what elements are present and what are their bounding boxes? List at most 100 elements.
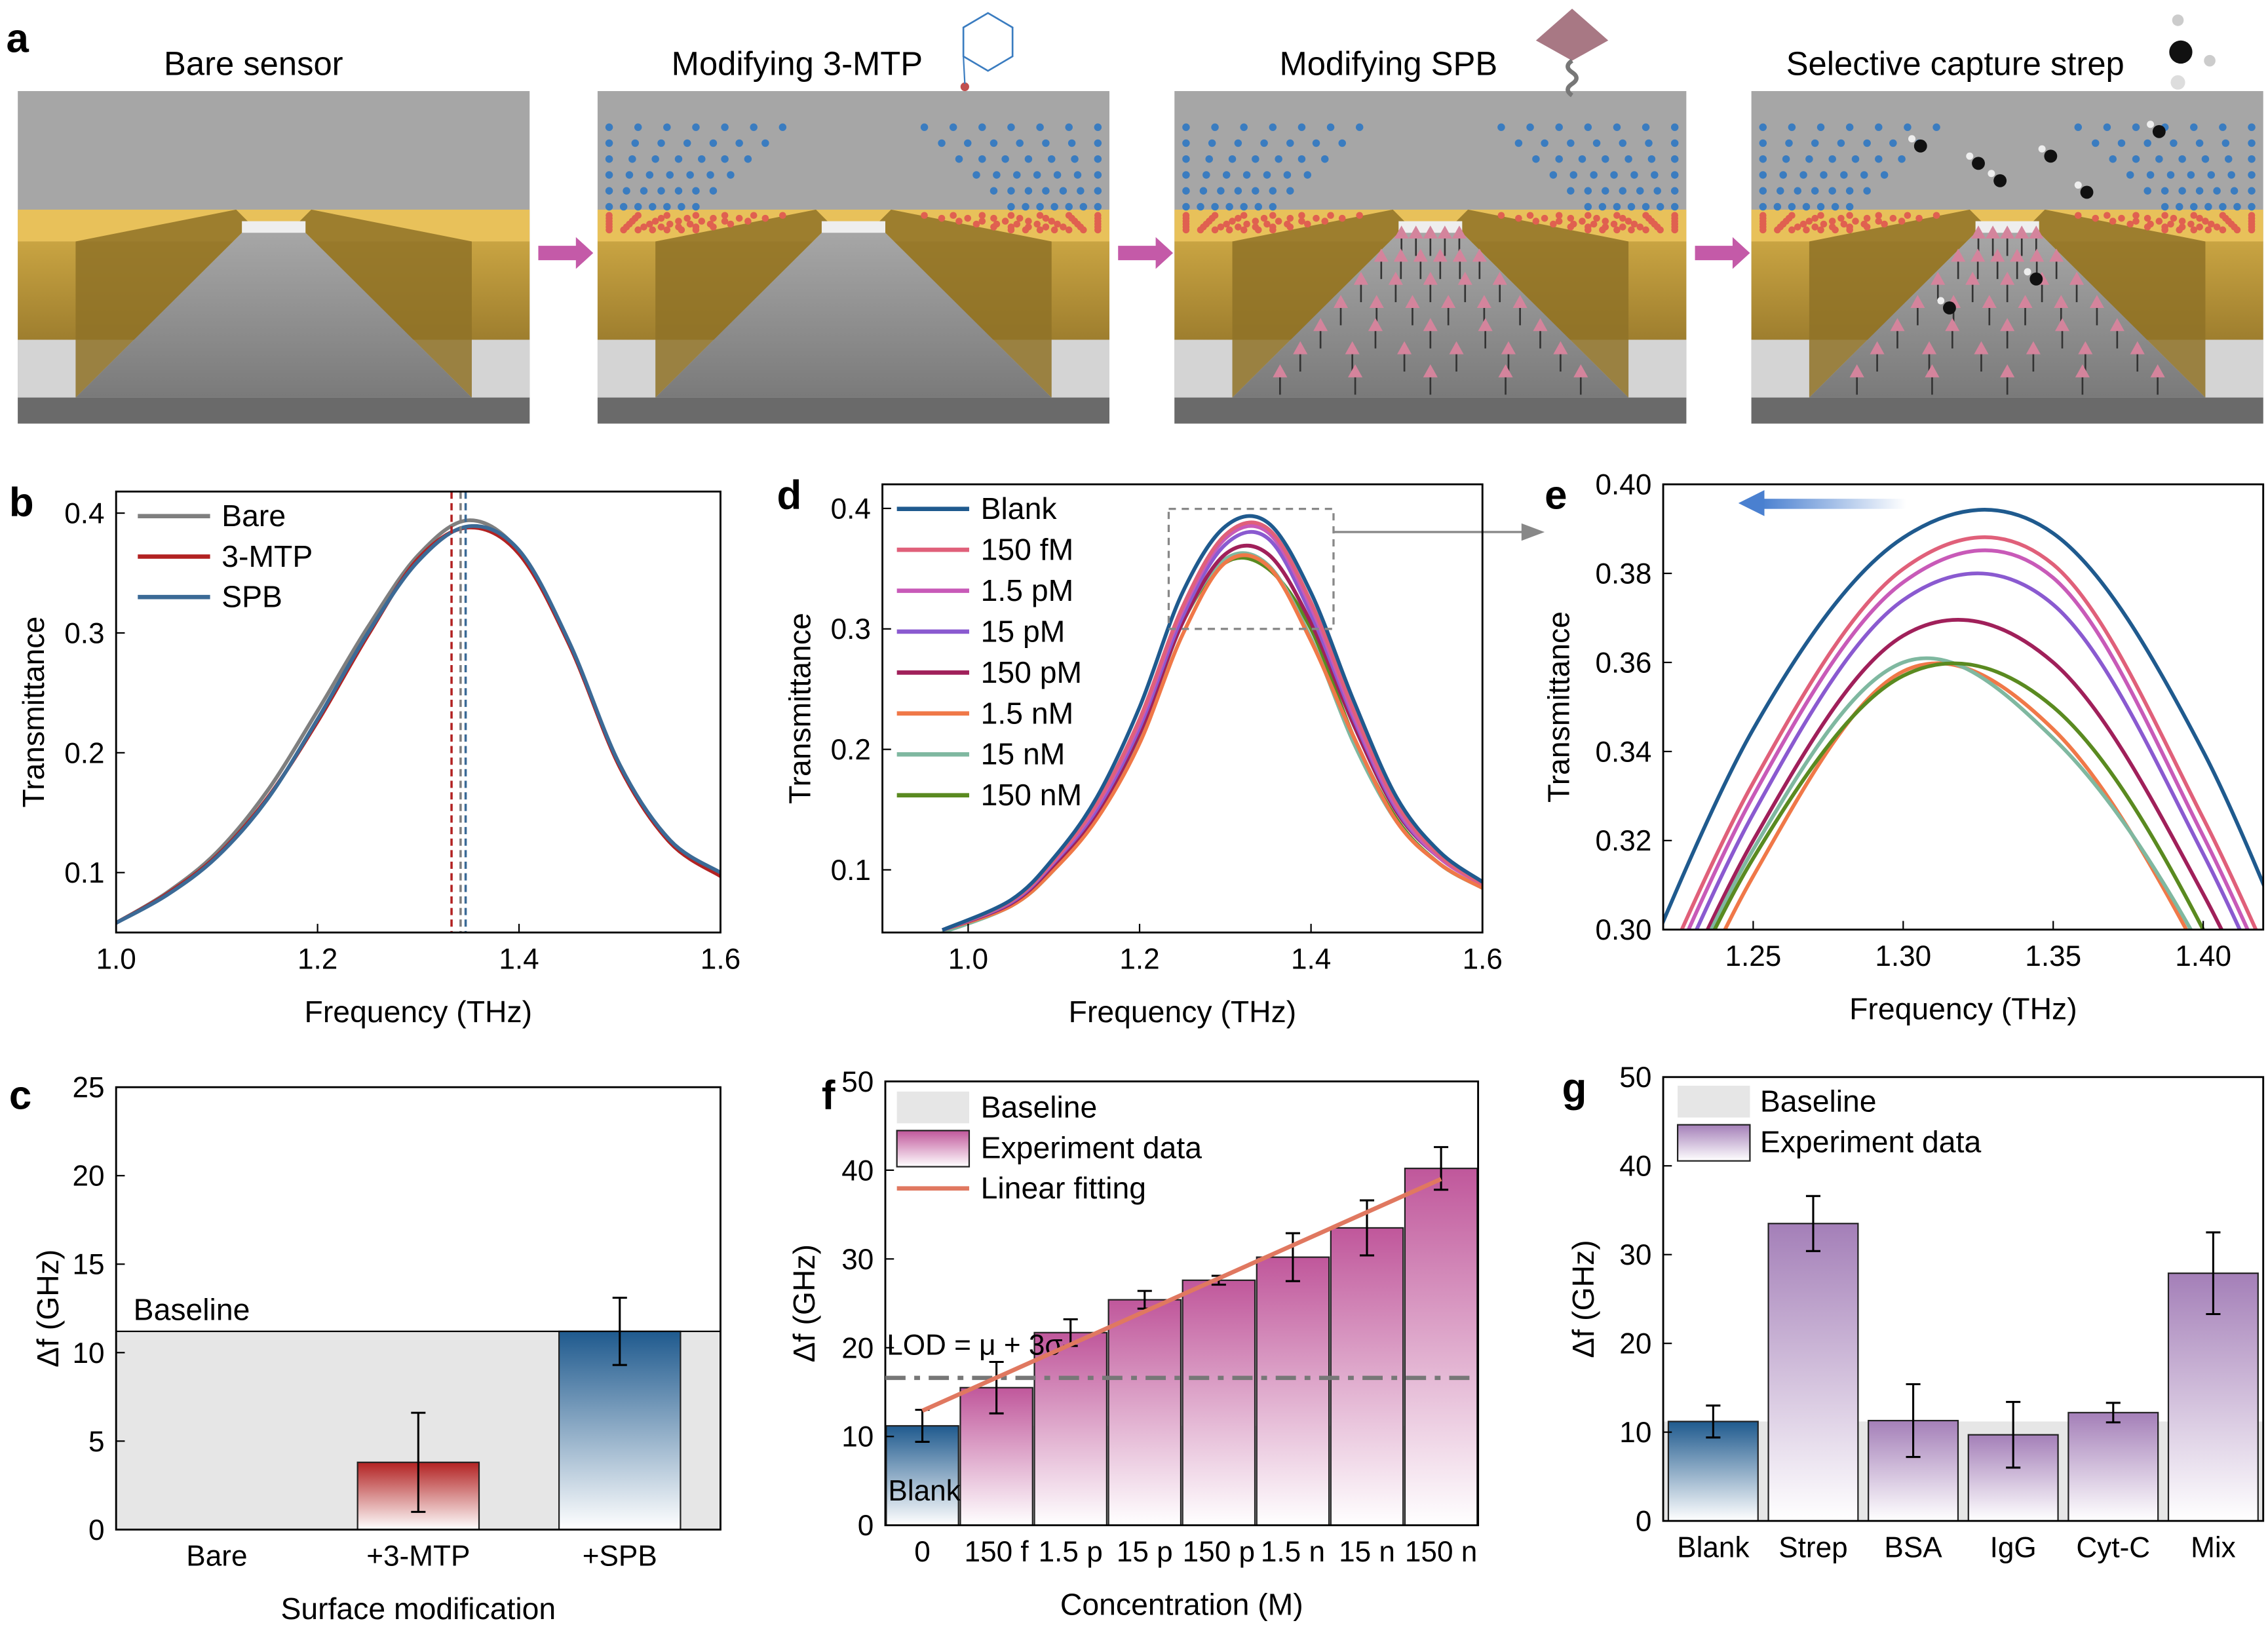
thiol-group (2204, 226, 2212, 234)
spb-probe (2029, 248, 2045, 262)
thiol-group (640, 223, 647, 231)
mtp-molecule (1263, 171, 1271, 179)
spb-probe (2069, 271, 2085, 285)
mtp-molecule (1670, 202, 1679, 211)
mtp-molecule (1047, 155, 1056, 163)
chart-panel-e: 0.30 0.32 0.34 0.36 0.38 0.40 1.25 1.30 1.35 1.40… (1542, 469, 2265, 1026)
mtp-molecule (1260, 139, 1268, 147)
thiol-group (1555, 212, 1563, 220)
y-tick-label: 0.1 (64, 857, 104, 889)
spb-probe (1945, 318, 1960, 332)
mtp-molecule (1613, 123, 1621, 131)
mtp-molecule (1759, 139, 1767, 147)
thiol-group (1515, 214, 1522, 222)
bar-Strep (1767, 1223, 1859, 1522)
mtp-molecule (1619, 139, 1627, 147)
bar-150 n (1404, 1168, 1478, 1526)
atom-icon (2172, 14, 2184, 26)
spb-probe (1492, 271, 1507, 285)
mtp-molecule (2204, 202, 2212, 211)
spb-probe (1910, 295, 1925, 308)
thiol-group (1803, 226, 1810, 234)
thiol-group (657, 223, 665, 231)
thiol-group (921, 212, 928, 220)
mtp-molecule (1182, 171, 1190, 179)
spb-probe (1533, 318, 1548, 332)
mtp-molecule (1228, 155, 1237, 163)
thiol-group (663, 226, 671, 234)
step-arrow-icon (1695, 237, 1750, 269)
thiol-group (710, 223, 717, 231)
mtp-molecule (1759, 123, 1767, 131)
thiol-group (2126, 220, 2134, 228)
panel-a-schematic: a Bare sensor Modifying 3-MTP Modifying … (7, 9, 2263, 424)
mtp-molecule (1584, 202, 1592, 211)
thiol-group (1788, 226, 1796, 234)
thiol-group (1356, 212, 1363, 220)
strep-molecule (2080, 185, 2094, 199)
mtp-molecule (1773, 202, 1782, 211)
x-category-label: Cyt-C (2076, 1531, 2150, 1563)
mtp-molecule (721, 155, 729, 163)
mtp-molecule (625, 171, 634, 179)
y-axis-label: Transmittance (16, 617, 50, 808)
mtp-molecule (1549, 171, 1558, 179)
x-category-label: Blank (1677, 1531, 1750, 1563)
thiol-group (1840, 220, 1848, 228)
mtp-molecule (1252, 187, 1259, 195)
mtp-molecule (683, 139, 691, 147)
thiol-group (727, 220, 735, 228)
thiol-group (1837, 214, 1845, 222)
mtp-molecule (1670, 123, 1679, 131)
trench-floor (75, 223, 472, 398)
mtp-molecule (1794, 187, 1801, 195)
spb-probe (2029, 225, 2044, 239)
mtp-molecule (1845, 123, 1854, 131)
thiol-group (1217, 223, 1225, 231)
step-title-strep: Selective capture strep (1786, 45, 2124, 83)
y-tick-label: 0 (858, 1510, 874, 1542)
spb-probe (1970, 248, 1986, 262)
mtp-molecule (727, 171, 735, 179)
mtp-molecule (1269, 187, 1277, 195)
spb-probe (1348, 364, 1363, 377)
spb-probe (1870, 341, 1885, 354)
y-tick-label: 30 (841, 1244, 874, 1276)
plot-frame (1662, 483, 2265, 931)
thiol-group (1240, 212, 1248, 220)
mtp-molecule (1197, 202, 1204, 211)
baseline-band (1663, 1421, 2263, 1521)
mtp-molecule (1805, 155, 1813, 163)
shift-arrow-shaft (1761, 499, 1906, 509)
mtp-molecule (1007, 123, 1015, 131)
mtp-molecule (1602, 155, 1609, 163)
thiol-group (1048, 218, 1056, 225)
mtp-molecule (1670, 187, 1679, 195)
mtp-molecule (657, 139, 665, 147)
x-category-label: 150 n (1405, 1536, 1477, 1568)
mtp-molecule (1252, 155, 1259, 163)
mtp-molecule (1065, 123, 1073, 131)
y-tick-label: 0.4 (64, 498, 104, 530)
series-line-Blank (941, 514, 1483, 932)
mtp-molecule (1889, 139, 1897, 147)
mtp-molecule (605, 187, 613, 195)
spb-probe (1478, 318, 1493, 332)
thiol-group (1275, 218, 1282, 225)
spb-probe (2000, 318, 2015, 332)
mtp-molecule (1759, 202, 1767, 211)
mtp-molecule (674, 155, 683, 163)
thiol-group (2143, 223, 2151, 231)
spb-probe (1441, 295, 1456, 308)
y-tick-label: 30 (1619, 1239, 1651, 1271)
series-line-SPB (116, 524, 721, 925)
series-line-15 nM (1709, 656, 2193, 930)
thiol-group (938, 214, 946, 222)
mtp-molecule (920, 123, 929, 131)
spb-probe (2089, 295, 2104, 308)
thiol-group (1022, 226, 1029, 234)
mtp-molecule (1286, 187, 1294, 195)
mtp-molecule (1016, 139, 1024, 147)
mtp-molecule (1182, 202, 1190, 211)
x-category-label: BSA (1884, 1531, 1942, 1563)
